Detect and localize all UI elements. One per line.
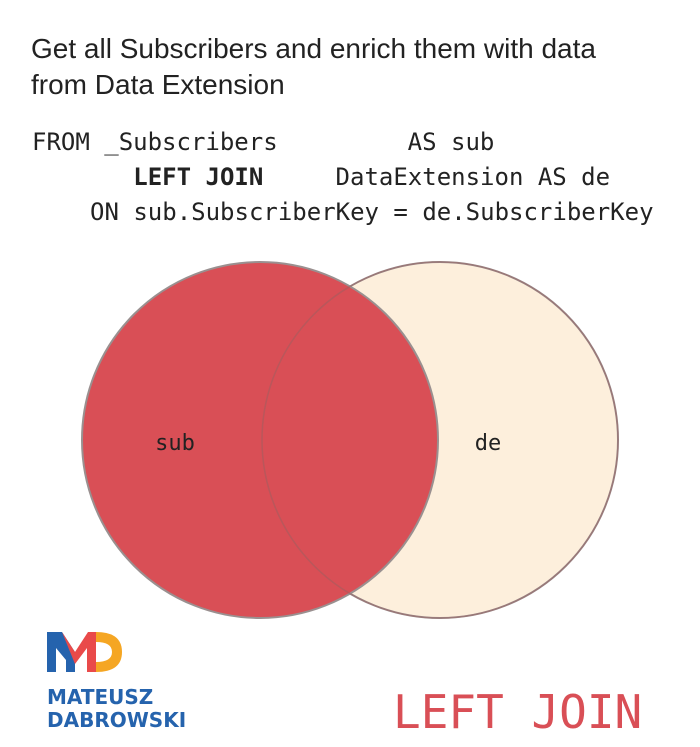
title-line: from Data Extension xyxy=(31,69,285,100)
right-circle-outline xyxy=(261,261,619,619)
venn-label: sub xyxy=(155,431,195,456)
venn-label: de xyxy=(475,431,502,456)
code-line: LEFT JOIN DataExtension AS de xyxy=(61,163,653,191)
logo-text: DABROWSKI xyxy=(47,708,186,732)
left-circle xyxy=(81,261,439,619)
code-line: FROM _Subscribers AS sub xyxy=(32,128,494,156)
code-text: DataExtension AS de xyxy=(336,163,611,191)
code-keyword: LEFT JOIN xyxy=(133,163,263,191)
logo-mark xyxy=(47,632,122,672)
title-line: Get all Subscribers and enrich them with… xyxy=(31,33,596,64)
join-type: LEFT JOIN xyxy=(393,685,642,739)
logo-text: MATEUSZ xyxy=(47,685,153,709)
code-line: ON sub.SubscriberKey = de.SubscriberKey xyxy=(90,198,654,226)
